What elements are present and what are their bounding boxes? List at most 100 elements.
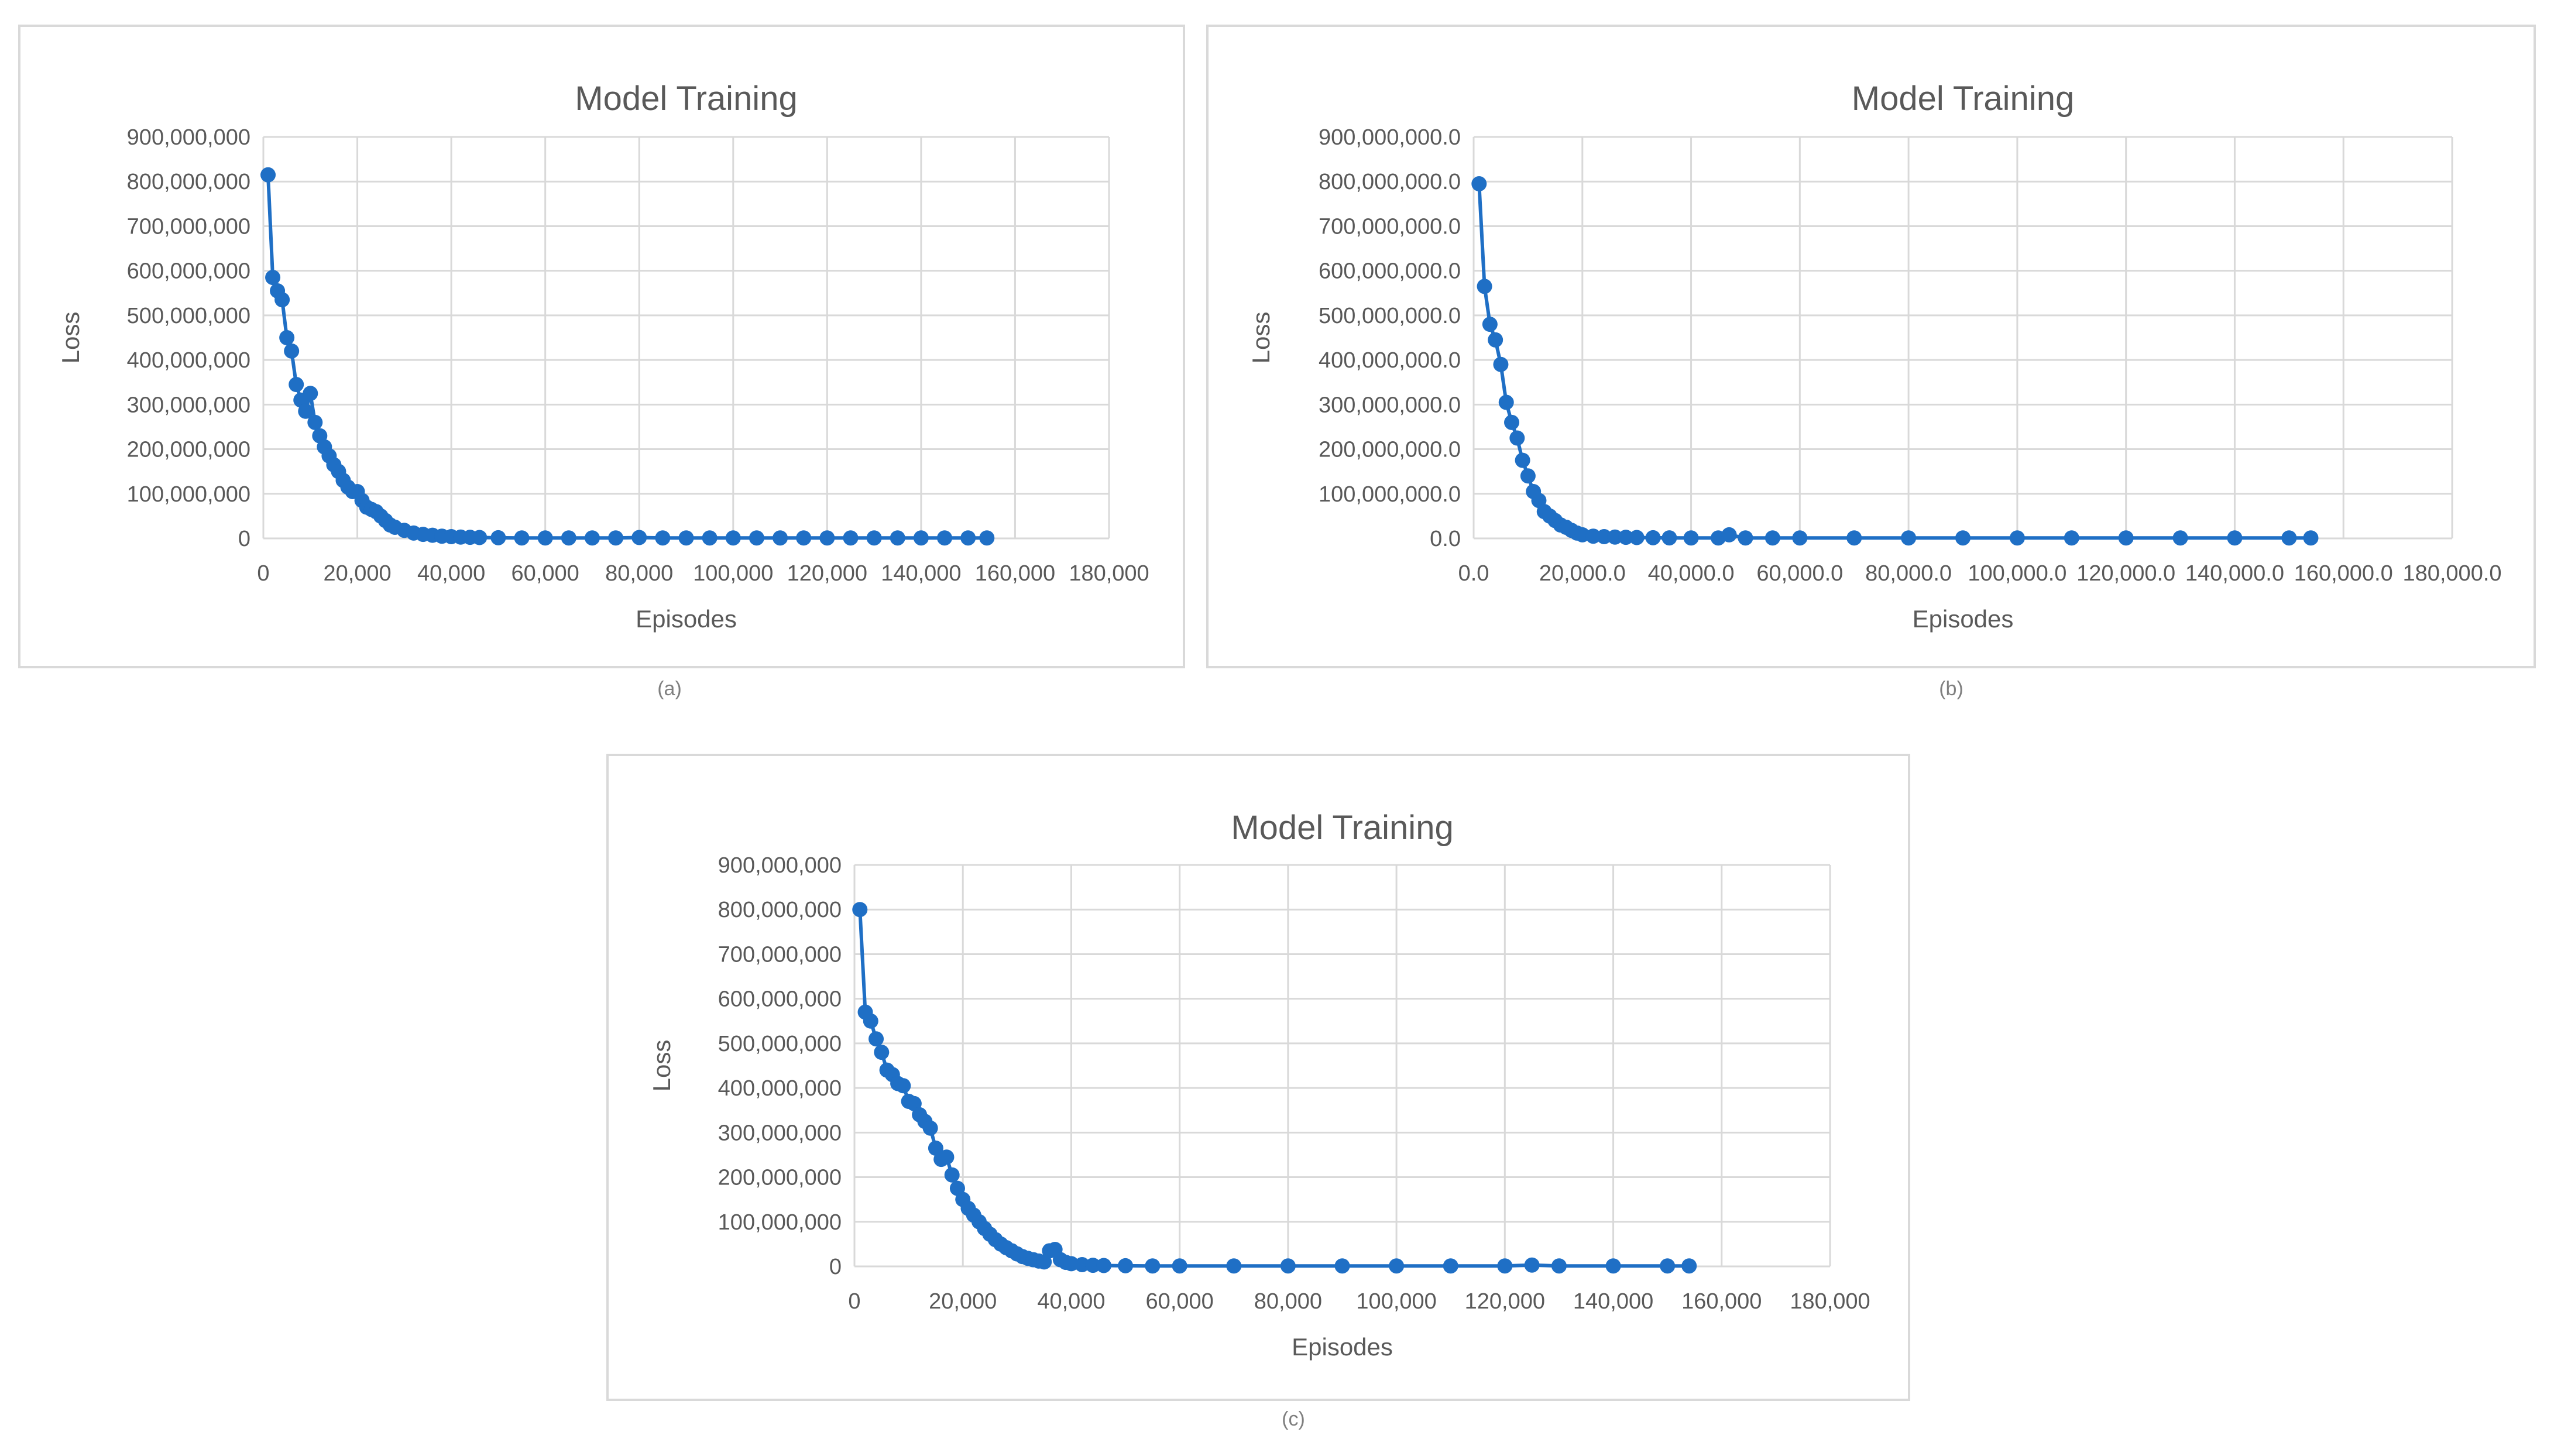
x-tick-label: 100,000 [693, 561, 773, 586]
data-point [584, 530, 600, 546]
x-tick-label: 80,000 [605, 561, 673, 586]
x-tick-label: 140,000 [881, 561, 961, 586]
x-tick-label: 60,000 [512, 561, 579, 586]
data-point [1792, 530, 1808, 546]
y-axis-title: Loss [1247, 312, 1275, 364]
data-point [2172, 530, 2188, 546]
y-tick-label: 600,000,000 [718, 987, 842, 1012]
data-point [852, 902, 868, 918]
data-point [1681, 1258, 1697, 1274]
y-tick-label: 700,000,000 [718, 942, 842, 967]
chart-c-svg: 0 100,000,000 200,000,000 300,000,000 400,00… [648, 809, 1870, 1361]
data-point [561, 530, 576, 546]
y-tick-label: 600,000,000.0 [1319, 259, 1461, 284]
data-point [1901, 530, 1917, 546]
data-point [608, 530, 624, 546]
series-line [266, 174, 987, 540]
data-point [1509, 430, 1525, 446]
data-point [1280, 1258, 1296, 1274]
data-point [1721, 527, 1737, 542]
caption-a: (a) [657, 678, 682, 700]
x-tick-label: 100,000 [1356, 1289, 1436, 1314]
data-point [2064, 530, 2079, 546]
caption-c: (c) [1282, 1408, 1305, 1430]
y-tick-label: 400,000,000.0 [1319, 348, 1461, 373]
data-point [895, 1078, 911, 1094]
y-tick-label: 200,000,000 [127, 438, 250, 462]
y-tick-label: 500,000,000 [127, 304, 250, 328]
x-tick-label: 140,000 [1573, 1289, 1653, 1314]
data-point [1063, 1256, 1079, 1272]
y-tick-label: 400,000,000 [718, 1076, 842, 1101]
data-point [1471, 176, 1487, 192]
y-axis-title: Loss [57, 312, 84, 364]
x-tick-label: 0 [848, 1289, 860, 1314]
data-point [979, 530, 995, 546]
x-tick-label: 80,000 [1254, 1289, 1322, 1314]
data-point [631, 530, 647, 545]
x-tick-label: 40,000.0 [1648, 561, 1735, 586]
data-point [1096, 1258, 1112, 1273]
data-point [819, 530, 835, 546]
data-point [1515, 452, 1530, 468]
chart-title: Model Training [1852, 80, 2074, 118]
data-point [1738, 530, 1753, 546]
y-tick-label: 400,000,000 [127, 348, 250, 373]
y-tick-label: 300,000,000 [718, 1121, 842, 1145]
data-point [2281, 530, 2297, 546]
data-point [1482, 317, 1498, 332]
y-tick-label: 600,000,000 [127, 259, 250, 284]
chart-a-svg: 0 100,000,000 200,000,000 300,000,000 400,00… [57, 80, 1149, 633]
data-point [702, 530, 718, 546]
data-point [490, 530, 506, 545]
data-point [939, 1149, 955, 1165]
y-tick-label: 500,000,000.0 [1319, 304, 1461, 328]
x-tick-label: 40,000 [417, 561, 485, 586]
data-point [725, 530, 741, 546]
data-point [1662, 530, 1677, 546]
x-axis-title: Episodes [1292, 1333, 1393, 1361]
y-axis-title: Loss [648, 1040, 675, 1092]
data-point [773, 530, 788, 546]
data-point [1520, 468, 1536, 484]
y-tick-label: 900,000,000 [718, 853, 842, 878]
y-tick-label: 300,000,000.0 [1319, 393, 1461, 417]
x-tick-label: 140,000.0 [2185, 561, 2284, 586]
data-point [1497, 1258, 1513, 1274]
data-point [678, 530, 694, 546]
data-point [890, 530, 905, 546]
data-point [1618, 530, 1634, 545]
x-tick-label: 20,000 [323, 561, 391, 586]
data-point [1226, 1258, 1242, 1274]
x-tick-label: 180,000 [1069, 561, 1149, 586]
data-point [922, 1120, 938, 1136]
x-tick-label: 160,000 [1681, 1289, 1762, 1314]
data-point [655, 530, 671, 546]
x-axis-title: Episodes [636, 605, 737, 633]
data-point [1498, 394, 1514, 410]
data-point [944, 1167, 960, 1183]
chart-title: Model Training [575, 80, 797, 118]
x-tick-label: 120,000.0 [2076, 561, 2175, 586]
data-point [1551, 1258, 1567, 1274]
y-tick-label: 900,000,000.0 [1319, 125, 1461, 150]
data-point [1504, 414, 1520, 430]
data-point [1477, 279, 1492, 294]
data-point [514, 530, 530, 546]
data-point [1172, 1258, 1187, 1274]
data-point [1145, 1258, 1161, 1274]
y-tick-label: 100,000,000 [127, 482, 250, 507]
x-tick-label: 100,000.0 [1968, 561, 2066, 586]
x-tick-label: 60,000.0 [1756, 561, 1843, 586]
data-point [1585, 528, 1601, 544]
x-axis-title: Episodes [1913, 605, 2014, 633]
y-tick-label: 800,000,000 [127, 170, 250, 194]
y-tick-label: 900,000,000 [127, 125, 250, 150]
data-point [1629, 530, 1645, 545]
data-point [869, 1031, 884, 1047]
data-point [2227, 530, 2243, 546]
data-point [289, 377, 304, 393]
data-point [937, 530, 953, 546]
data-point [1683, 530, 1699, 546]
x-tick-label: 20,000 [929, 1289, 997, 1314]
